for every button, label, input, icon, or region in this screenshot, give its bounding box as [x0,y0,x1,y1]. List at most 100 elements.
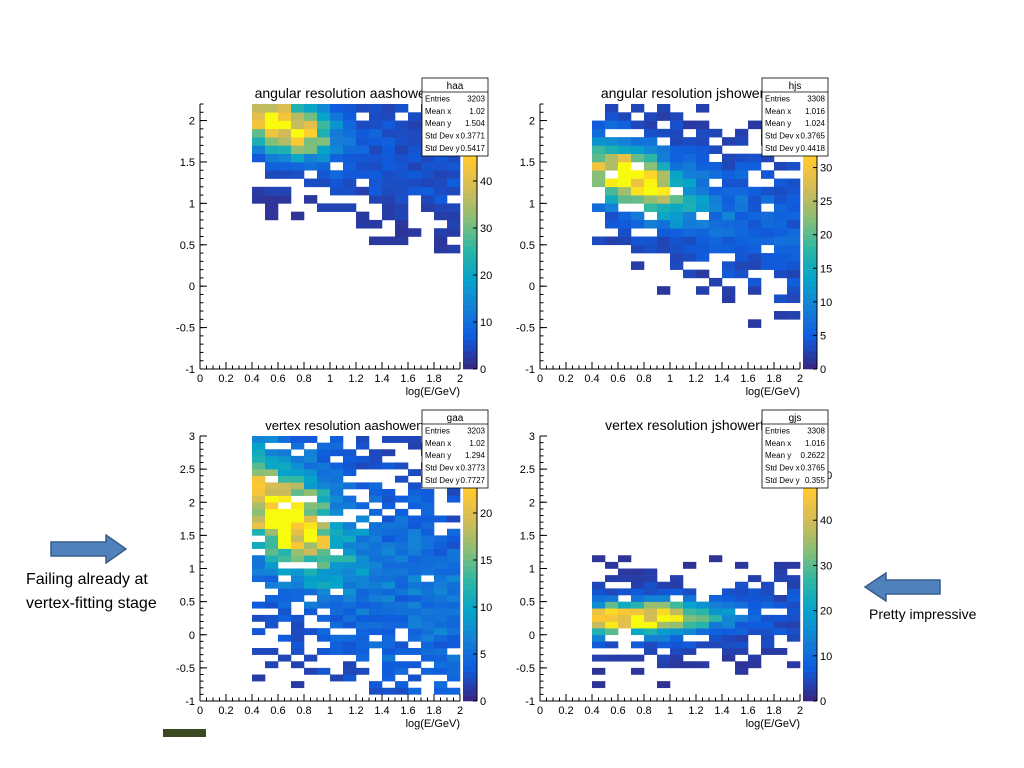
heatmap-bin [696,228,710,237]
heatmap-bin [618,614,632,622]
heatmap-bin [395,195,409,204]
stats-label: Std Dev y [765,144,800,153]
heatmap-bin [356,542,370,549]
heatmap-bin [592,595,606,602]
heatmap-bin [356,128,370,138]
heatmap-bin [592,581,606,589]
heatmap-bin [434,575,448,583]
heatmap-bin [696,286,710,295]
stats-label: Std Dev x [425,132,460,141]
stats-label: Entries [765,94,790,103]
heatmap-bin [447,161,461,171]
heatmap-bin [592,178,606,188]
x-tick-label: 0 [197,705,203,717]
heatmap-bins [592,555,801,689]
heatmap-bin [421,186,435,196]
heatmap-bin [683,628,697,636]
vertex-resolution-jshowerfit-chart: vertex resolution jshowerfit 0 0.2 0.4 0.6 0.… [490,409,835,730]
heatmap-bin [670,661,684,669]
heatmap-bin [618,219,632,229]
heatmap-bin [722,244,736,254]
heatmap-bin [395,648,409,655]
heatmap-bin [722,634,736,642]
heatmap-bin [252,628,266,636]
heatmap-bin [343,482,357,490]
heatmap-bin [291,455,305,463]
heatmap-bin [395,621,409,629]
heatmap-bin [382,186,396,196]
heatmap-bin [696,253,710,262]
heatmap-bin [382,581,396,589]
heatmap-bin [317,203,331,212]
color-scale [803,466,817,702]
heatmap-bin [631,186,645,196]
heatmap-bin [696,628,710,636]
heatmap-bin [683,244,697,254]
heatmap-bin [395,661,409,669]
heatmap-bin [618,211,632,221]
heatmap-bin [265,528,279,536]
stats-value: 0.5417 [461,144,486,153]
heatmap-bin [317,561,331,569]
heatmap-bin [696,641,710,649]
heatmap-bin [278,595,292,602]
heatmap-bin [631,641,645,649]
heatmap-bin [735,195,749,204]
heatmap-bin [722,161,736,171]
heatmap-bin [395,186,409,196]
heatmap-bin [774,269,788,279]
heatmap-bin [252,145,266,154]
heatmap-bin [369,236,383,246]
heatmap-bin [408,489,422,496]
heatmap-bin [592,588,606,596]
heatmap-bin [434,634,448,642]
heatmap-bin [722,137,736,146]
stats-label: Std Dev y [765,476,800,485]
heatmap-svg: vertex resolution jshowerfit 0 0.2 0.4 0.6 0.… [516,409,832,730]
heatmap-bin [252,475,266,483]
heatmap-bin [774,621,788,629]
heatmap-bin [291,128,305,138]
heatmap-bin [278,588,292,596]
heatmap-bin [631,244,645,254]
heatmap-bin [447,495,461,503]
heatmap-bin [408,687,422,695]
heatmap-bin [434,228,448,237]
heatmap-bin [317,178,331,188]
heatmap-bin [343,634,357,642]
heatmap-bin [330,561,344,569]
heatmap-bin [252,455,266,463]
heatmap-bin [265,548,279,556]
heatmap-svg: angular resolution aashowerfit 0 0.2 0.4 0.6… [176,77,492,398]
heatmap-bin [421,595,435,602]
heatmap-bin [369,104,383,113]
heatmap-bin [592,145,606,154]
heatmap-bin [317,614,331,622]
heatmap-bin [605,112,619,121]
heatmap-bin [434,203,448,212]
stats-label: Mean y [765,119,791,128]
heatmap-bin [447,535,461,543]
heatmap-bin [447,211,461,221]
heatmap-bin [382,595,396,602]
color-scale [803,134,817,370]
heatmap-bin [395,211,409,221]
stats-value: 1.294 [465,451,486,460]
heatmap-bin [382,502,396,510]
x-tick-label: 0.2 [218,373,233,385]
heatmap-bin [735,588,749,596]
heatmap-bin [787,253,801,262]
heatmap-bin [761,253,775,262]
heatmap-bin [395,495,409,503]
heatmap-bin [304,515,318,523]
heatmap-bin [278,508,292,516]
heatmap-bin [447,568,461,576]
y-tick-label: 0.5 [180,597,195,609]
heatmap-bin [408,575,422,583]
heatmap-bin [408,595,422,602]
x-tick-label: 0.6 [610,705,625,717]
heatmap-bin [395,170,409,179]
left-annotation: Failing already at vertex-fitting stage [26,571,157,612]
heatmap-bin [709,186,723,196]
heatmap-bin [761,261,775,270]
